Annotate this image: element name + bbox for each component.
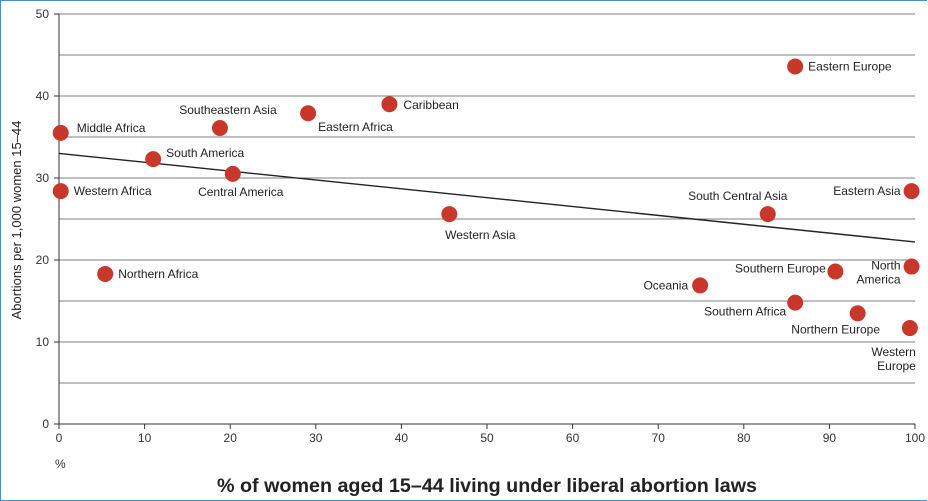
x-tick-label: 90 <box>823 431 837 445</box>
y-tick-label: 50 <box>36 7 50 21</box>
x-tick-label: 30 <box>309 431 323 445</box>
x-tick-label: 50 <box>480 431 494 445</box>
y-tick-label: 10 <box>36 335 50 349</box>
point-label: Western Europe <box>871 345 916 373</box>
trend-line-path <box>58 152 916 243</box>
x-tick-label: 10 <box>138 431 152 445</box>
data-point <box>52 183 69 200</box>
data-point <box>849 305 866 322</box>
data-point <box>441 206 458 223</box>
data-point <box>381 96 398 113</box>
trend-line <box>58 152 916 243</box>
point-label: Southern Africa <box>704 305 786 319</box>
data-point <box>759 206 776 223</box>
x-tick-label: 70 <box>652 431 666 445</box>
point-label: Caribbean <box>403 98 458 112</box>
point-label: Southern Europe <box>735 261 826 275</box>
data-point <box>903 258 920 275</box>
point-label: Northern Africa <box>118 267 198 281</box>
point-label: Middle Africa <box>77 121 146 135</box>
y-tick-label: 40 <box>36 89 50 103</box>
point-label: South America <box>166 146 244 160</box>
point-label: Eastern Africa <box>318 120 393 134</box>
y-tick-label: 0 <box>42 417 49 431</box>
point-labels: Middle Africa Western Africa Northern Afri… <box>74 59 916 373</box>
point-label: South Central Asia <box>688 189 788 203</box>
x-tick-label: 60 <box>566 431 580 445</box>
y-tick-label: 20 <box>36 253 50 267</box>
data-point <box>145 151 162 168</box>
point-label: Oceania <box>643 278 688 292</box>
data-point <box>827 263 844 280</box>
x-axis-label: % of women aged 15–44 living under liber… <box>217 476 757 497</box>
data-point <box>903 183 920 200</box>
point-label: Southeastern Asia <box>179 103 277 117</box>
point-label: Western Asia <box>445 228 516 242</box>
x-tick-label: 100 <box>905 431 925 445</box>
data-point <box>787 294 804 311</box>
x-tick-label: 20 <box>224 431 238 445</box>
data-point <box>211 119 228 136</box>
grid-lines <box>59 13 915 384</box>
x-tick-label: 80 <box>737 431 751 445</box>
data-point <box>52 124 69 141</box>
x-tick-label: 0 <box>56 431 63 445</box>
point-label: Eastern Asia <box>833 184 901 198</box>
point-label: Central America <box>198 185 284 199</box>
point-label: Western Africa <box>74 184 152 198</box>
axis-ticks: 0 10 20 30 40 50 60 70 80 90 100 0 10 20 30 40 50 <box>36 7 926 445</box>
data-point <box>787 58 804 75</box>
data-point <box>224 165 241 182</box>
data-point <box>901 320 918 337</box>
y-axis-label: Abortions per 1,000 women 15–44 <box>9 121 24 320</box>
point-label: North America <box>857 259 901 287</box>
point-label: Northern Europe <box>791 322 880 336</box>
point-label: Eastern Europe <box>808 59 892 73</box>
x-unit-label: % <box>55 457 66 471</box>
y-tick-label: 30 <box>36 171 50 185</box>
data-point <box>97 265 114 282</box>
data-points <box>52 58 920 337</box>
data-point <box>692 277 709 294</box>
x-tick-label: 40 <box>395 431 409 445</box>
data-point <box>300 105 317 122</box>
